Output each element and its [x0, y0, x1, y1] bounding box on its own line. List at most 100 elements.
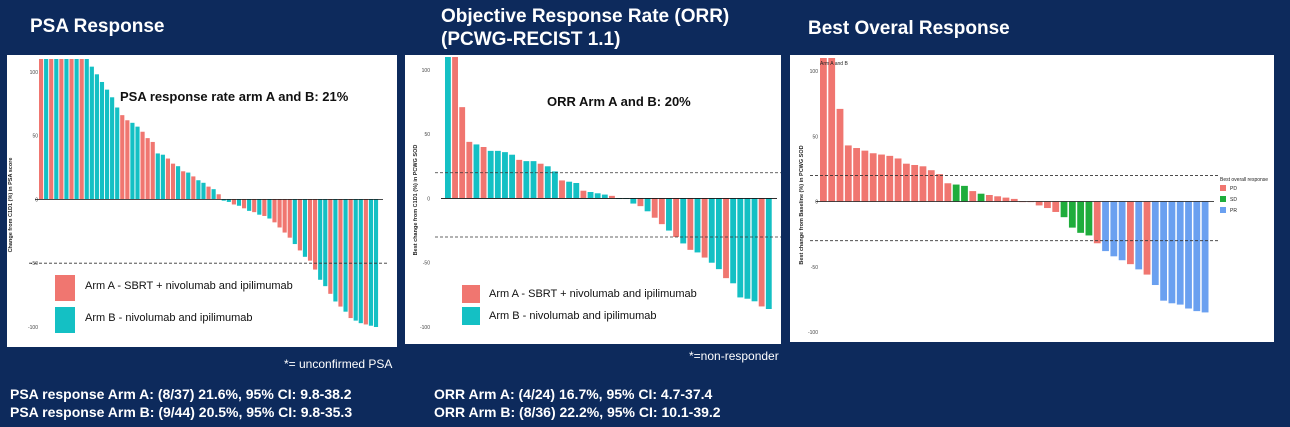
bar — [894, 158, 902, 202]
bar — [509, 154, 516, 199]
bar — [758, 198, 765, 307]
bar — [1102, 201, 1109, 252]
bar — [886, 155, 894, 202]
bar — [1044, 201, 1051, 209]
bar — [120, 115, 125, 200]
bar — [723, 198, 729, 279]
legend-swatch — [462, 307, 480, 325]
bar — [226, 199, 231, 202]
bor-chart-panel: Best change from Baseline (%) in PCWG SO… — [790, 55, 1274, 342]
y-tick-label: -50 — [423, 261, 430, 267]
bar — [651, 198, 658, 218]
bar — [994, 196, 1002, 202]
legend-label: PD — [1230, 186, 1237, 192]
bar — [94, 74, 99, 200]
bar — [1060, 201, 1068, 218]
y-tick-label: 50 — [424, 132, 430, 138]
y-tick-label: 0 — [815, 200, 818, 206]
bar — [236, 199, 242, 206]
bar — [680, 198, 687, 244]
legend-swatch — [1220, 207, 1226, 213]
bar — [580, 190, 587, 199]
bar — [473, 144, 480, 199]
bar — [551, 171, 558, 199]
bar — [302, 199, 308, 257]
bar — [130, 122, 135, 200]
bar — [765, 198, 772, 309]
bar — [694, 198, 701, 253]
y-tick-label: 100 — [422, 68, 431, 74]
orr-stats: ORR Arm A: (4/24) 16.7%, 95% CI: 4.7-37.… — [434, 385, 721, 421]
bar — [363, 199, 368, 325]
bar — [368, 199, 374, 326]
bar — [79, 59, 84, 200]
bar — [99, 81, 105, 200]
bar — [1002, 197, 1010, 202]
bar — [666, 198, 672, 231]
bar — [1185, 201, 1192, 309]
bar — [181, 171, 186, 200]
bar — [1052, 201, 1060, 212]
legend-label: Arm A - SBRT + nivolumab and ipilimumab — [85, 280, 293, 292]
bar — [196, 180, 201, 200]
bar — [54, 59, 59, 200]
bar — [211, 189, 216, 200]
orr-stat-arm-a: ORR Arm A: (4/24) 16.7%, 95% CI: 4.7-37.… — [434, 386, 713, 402]
bar — [494, 150, 501, 199]
bar — [961, 185, 968, 202]
bar — [201, 182, 206, 200]
bar — [601, 194, 608, 199]
bar — [737, 198, 744, 298]
bar — [1151, 201, 1159, 286]
y-tick-label: 0 — [427, 196, 430, 202]
bar — [165, 158, 171, 200]
psa-stat-arm-a: PSA response Arm A: (8/37) 21.6%, 95% CI… — [10, 386, 352, 402]
bar — [751, 198, 758, 302]
bar — [1160, 201, 1168, 301]
bar — [530, 161, 537, 199]
bar — [459, 107, 466, 199]
y-tick-label: 50 — [32, 134, 38, 140]
bar — [110, 97, 115, 200]
psa-stat-arm-b: PSA response Arm B: (9/44) 20.5%, 95% CI… — [10, 404, 353, 420]
bar — [49, 59, 54, 200]
bar — [297, 199, 302, 251]
bar — [869, 153, 877, 202]
bar — [985, 195, 993, 202]
bar — [744, 198, 751, 299]
y-axis-label: Change from C1D1 (%) in PSA score — [8, 158, 14, 253]
bar — [282, 199, 287, 233]
bar — [160, 154, 165, 200]
bar — [292, 199, 297, 245]
bar — [977, 193, 985, 202]
bar — [952, 184, 960, 202]
bar — [272, 199, 277, 223]
bar — [74, 59, 79, 200]
bar — [687, 198, 694, 250]
bar — [231, 199, 236, 205]
bar — [307, 199, 313, 261]
bar — [262, 199, 267, 216]
bar — [1110, 201, 1118, 257]
y-tick-label: 50 — [812, 134, 818, 140]
bor-title: Best Overal Response — [808, 18, 1010, 39]
legend-label: Arm B - nivolumab and ipilimumab — [85, 312, 253, 324]
bar — [221, 199, 226, 201]
bar — [715, 198, 722, 270]
y-tick-label: 100 — [810, 69, 819, 75]
bar — [338, 199, 343, 307]
bar — [176, 166, 181, 200]
bar — [318, 199, 323, 280]
bar — [328, 199, 333, 294]
bar — [544, 166, 551, 199]
bar — [145, 138, 150, 200]
bar — [1077, 201, 1085, 233]
orr-chart-panel: Best change from C1D1 (%) in PCWG SOD -10… — [405, 55, 781, 344]
bar — [445, 57, 451, 199]
bar — [135, 126, 140, 200]
bar — [267, 199, 272, 219]
bar — [150, 141, 155, 200]
bar — [348, 199, 353, 319]
legend-label: Arm B - nivolumab and ipilimumab — [489, 310, 657, 322]
bar — [89, 66, 94, 200]
